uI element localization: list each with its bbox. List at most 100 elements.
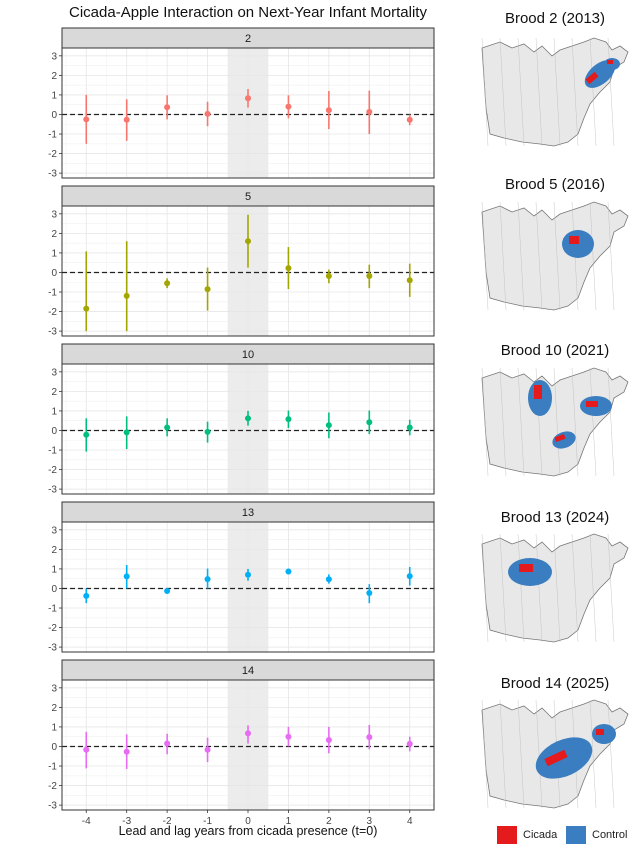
x-tick-label: -4 (82, 816, 91, 827)
y-tick-label: 0 (51, 268, 57, 279)
data-point (123, 429, 130, 436)
y-tick-label: -3 (48, 643, 57, 654)
data-point (204, 746, 211, 753)
cicada-region (554, 433, 566, 443)
data-point (325, 576, 332, 583)
state-border (607, 201, 615, 311)
state-border (553, 533, 561, 643)
data-point (285, 265, 292, 272)
state-border (571, 533, 579, 643)
state-border (481, 367, 489, 477)
state-border (571, 367, 579, 477)
y-tick-label: 3 (51, 51, 57, 62)
panel-border (61, 521, 435, 653)
map-title-brood-13: Brood 13 (2024) (500, 509, 610, 526)
y-tick-label: 0 (51, 742, 57, 753)
state-border (607, 367, 615, 477)
state-border (535, 699, 543, 809)
cicada-region (586, 401, 598, 407)
y-tick-label: 1 (51, 722, 57, 733)
state-border (589, 367, 597, 477)
data-point (325, 737, 332, 744)
state-border (481, 37, 489, 147)
state-border (589, 533, 597, 643)
state-border (517, 699, 525, 809)
data-point (204, 110, 211, 117)
data-point (83, 592, 90, 599)
state-border (571, 37, 579, 147)
map-brood-2 (481, 37, 629, 147)
cicada-region (569, 236, 579, 244)
y-tick-label: 2 (51, 71, 57, 82)
y-tick-label: -3 (48, 801, 57, 812)
x-tick-label: -1 (203, 816, 212, 827)
data-point (406, 277, 413, 284)
data-point (285, 568, 292, 575)
panel-border (61, 205, 435, 337)
data-point (406, 740, 413, 747)
panel-border (61, 47, 435, 179)
facet-strip-label: 10 (242, 349, 254, 361)
y-tick-label: -3 (48, 327, 57, 338)
cicada-region (596, 729, 604, 735)
map-brood-10 (481, 367, 629, 477)
data-point (285, 416, 292, 423)
x-tick-label: 0 (245, 816, 251, 827)
y-tick-label: -2 (48, 307, 57, 318)
cicada-region (607, 60, 613, 64)
x-tick-label: 4 (407, 816, 413, 827)
y-tick-label: 0 (51, 110, 57, 121)
facet-strip-label: 5 (245, 191, 251, 203)
data-point (164, 280, 171, 287)
data-point (164, 740, 171, 747)
data-point (83, 746, 90, 753)
data-point (164, 424, 171, 431)
data-point (325, 107, 332, 114)
data-point (83, 305, 90, 312)
x-tick-label: 3 (367, 816, 373, 827)
facet-panel-2: 2 3 2 1 0 -1 -2 -3 (48, 27, 435, 180)
control-region (552, 431, 576, 449)
state-border (517, 201, 525, 311)
facet-panel-14: 14 3 2 1 0 -1 -2 -3 -4 -3 -2 -1 0 1 2 3 4 (48, 659, 435, 827)
state-border (607, 699, 615, 809)
data-point (164, 588, 171, 595)
state-border (589, 699, 597, 809)
data-point (285, 103, 292, 110)
state-border (517, 533, 525, 643)
state-border (553, 201, 561, 311)
data-point (285, 733, 292, 740)
y-tick-label: -3 (48, 169, 57, 180)
state-border (535, 533, 543, 643)
y-tick-label: -1 (48, 130, 57, 141)
data-point (123, 292, 130, 299)
data-point (366, 589, 373, 596)
cicada-region (534, 385, 542, 399)
data-point (245, 730, 251, 737)
map-brood-5 (481, 201, 629, 311)
y-tick-label: 2 (51, 229, 57, 240)
data-point (123, 116, 130, 123)
facet-panel-5: 5 3 2 1 0 -1 -2 -3 (48, 185, 435, 338)
data-point (83, 431, 90, 438)
state-border (589, 37, 597, 147)
data-point (245, 571, 251, 578)
data-point (83, 116, 90, 123)
y-tick-label: 3 (51, 209, 57, 220)
state-border (499, 699, 507, 809)
y-tick-label: 1 (51, 564, 57, 575)
cicada-region (544, 749, 568, 767)
legend-label: Cicada (523, 829, 558, 841)
y-tick-label: 1 (51, 248, 57, 259)
state-border (481, 533, 489, 643)
state-border (481, 699, 489, 809)
data-point (245, 95, 251, 102)
cicada-region (585, 71, 599, 85)
legend-swatch-cicada (497, 826, 517, 844)
facet-strip-label: 14 (242, 665, 254, 677)
data-point (366, 419, 373, 426)
panel-border (61, 363, 435, 495)
state-border (553, 367, 561, 477)
